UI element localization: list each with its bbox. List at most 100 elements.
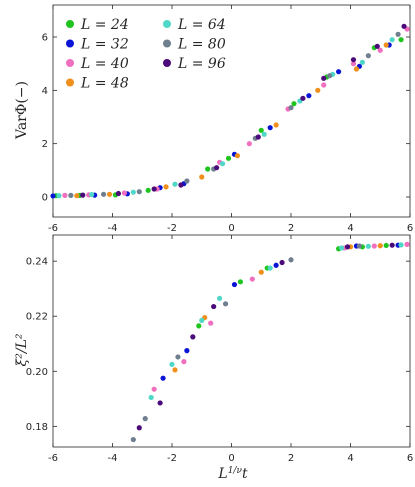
bottom-ytick-label: 0.20 <box>26 367 48 378</box>
bottom-ytick-label: 0.24 <box>26 257 48 268</box>
bottom-point-L40 <box>181 359 187 365</box>
bottom-point-L80 <box>288 257 294 263</box>
top-point-L48 <box>199 174 205 180</box>
bottom-point-L32 <box>184 348 190 354</box>
bottom-xtick-label: -6 <box>48 453 58 464</box>
legend-label-L96: L = 96 <box>177 56 226 72</box>
bottom-ylabel-text: ξ²/L² <box>14 333 30 366</box>
legend-label-L32: L = 32 <box>80 37 129 53</box>
top-point-L32 <box>50 193 56 199</box>
top-point-L40 <box>121 190 127 196</box>
bottom-point-L32 <box>231 281 238 288</box>
bottom-ytick-label: 0.18 <box>26 422 48 433</box>
top-ytick-label: 0 <box>42 193 48 204</box>
top-xtick-label: -4 <box>108 223 118 234</box>
bottom-xtick-label: 4 <box>347 453 353 464</box>
top-point-L96 <box>178 182 184 188</box>
bottom-point-L96 <box>389 242 395 248</box>
bottom-point-L96 <box>136 425 142 431</box>
top-point-L64 <box>389 37 395 43</box>
top-point-L32 <box>267 125 273 131</box>
legend: L = 24 L = 32 L = 40 L = 48 L = 64 L = 80 L = … <box>66 17 226 92</box>
bottom-point-L24 <box>383 242 389 249</box>
legend-label-L40: L = 40 <box>80 56 129 72</box>
top-point-L96 <box>255 134 261 140</box>
top-point-L40 <box>350 61 357 67</box>
top-point-L64 <box>130 189 136 195</box>
top-point-L64 <box>172 181 178 187</box>
top-point-L24 <box>205 166 211 172</box>
bottom-point-L64 <box>199 317 205 323</box>
bottom-point-L40 <box>371 243 377 249</box>
bottom-point-L40 <box>151 386 157 392</box>
bottom-axes-frame <box>52 234 411 448</box>
bottom-point-L48 <box>377 243 383 249</box>
top-point-L32 <box>306 93 312 99</box>
top-point-L64 <box>56 193 62 199</box>
top-point-L96 <box>374 43 380 49</box>
bottom-point-L64 <box>398 242 404 248</box>
bottom-point-L80 <box>222 301 229 307</box>
bottom-xtick-label: -4 <box>108 453 118 464</box>
legend-marker-L64 <box>163 20 171 28</box>
bottom-xtick-label: 0 <box>228 453 234 464</box>
bottom-point-L24 <box>196 323 202 329</box>
top-xtick-label: 4 <box>347 223 353 234</box>
legend-label-L80: L = 80 <box>177 37 226 53</box>
top-ylabel: VarΦ(−) <box>14 81 30 140</box>
bottom-point-L96 <box>279 259 285 266</box>
legend-label-L64: L = 64 <box>177 17 226 33</box>
top-point-L80 <box>100 191 107 197</box>
bottom-xlabel: L1/νt <box>217 466 248 482</box>
bottom-point-L80 <box>130 436 136 443</box>
top-point-L80 <box>395 31 401 37</box>
bottom-ylabel: ξ²/L² <box>14 333 30 366</box>
top-panel: -6 -4 -2 0 2 4 6 0 2 4 6 <box>42 4 413 234</box>
top-xtick-label: -6 <box>48 223 58 234</box>
top-point-L96 <box>115 190 122 197</box>
bottom-point-L64 <box>365 243 371 249</box>
top-xtick-label: 2 <box>288 223 294 234</box>
top-point-L40 <box>246 141 252 147</box>
top-point-L96 <box>214 165 220 171</box>
top-point-L48 <box>353 66 360 72</box>
bottom-point-L40 <box>249 276 255 282</box>
top-point-L96 <box>151 186 157 192</box>
top-point-L96 <box>401 23 407 29</box>
bottom-ytick-label: 0.22 <box>26 312 48 323</box>
top-point-L48 <box>383 42 389 48</box>
bottom-xtick-label: 6 <box>407 453 413 464</box>
top-point-L96 <box>321 75 327 81</box>
top-point-L24 <box>145 187 151 193</box>
top-point-L48 <box>273 122 279 128</box>
top-point-L40 <box>321 82 327 88</box>
top-point-L80 <box>136 189 142 195</box>
bottom-point-L96 <box>211 303 217 310</box>
xlabel-tail: t <box>242 466 248 482</box>
top-point-L40 <box>62 192 68 198</box>
top-point-L24 <box>398 37 404 43</box>
legend-marker-L40 <box>66 59 74 67</box>
bottom-point-L96 <box>157 400 163 406</box>
legend-marker-L48 <box>66 78 74 87</box>
top-ytick-label: 2 <box>42 139 48 150</box>
top-point-L48 <box>315 87 321 93</box>
top-point-L24 <box>291 101 297 107</box>
top-ylabel-text: VarΦ(−) <box>14 81 30 140</box>
bottom-point-L80 <box>142 416 148 422</box>
top-point-L80 <box>288 105 294 111</box>
top-point-L80 <box>68 192 74 198</box>
bottom-point-L40 <box>404 241 410 247</box>
xlabel-exponent: 1/ν <box>228 466 243 476</box>
top-point-L80 <box>184 178 190 184</box>
bottom-point-L64 <box>267 265 273 271</box>
top-point-L24 <box>258 127 264 133</box>
legend-marker-L80 <box>163 39 171 48</box>
top-point-L48 <box>74 193 80 199</box>
legend-marker-L96 <box>163 59 171 67</box>
top-point-L32 <box>336 69 342 75</box>
top-point-L96 <box>80 192 86 198</box>
bottom-point-L80 <box>356 243 363 249</box>
bottom-point-L64 <box>217 295 223 301</box>
